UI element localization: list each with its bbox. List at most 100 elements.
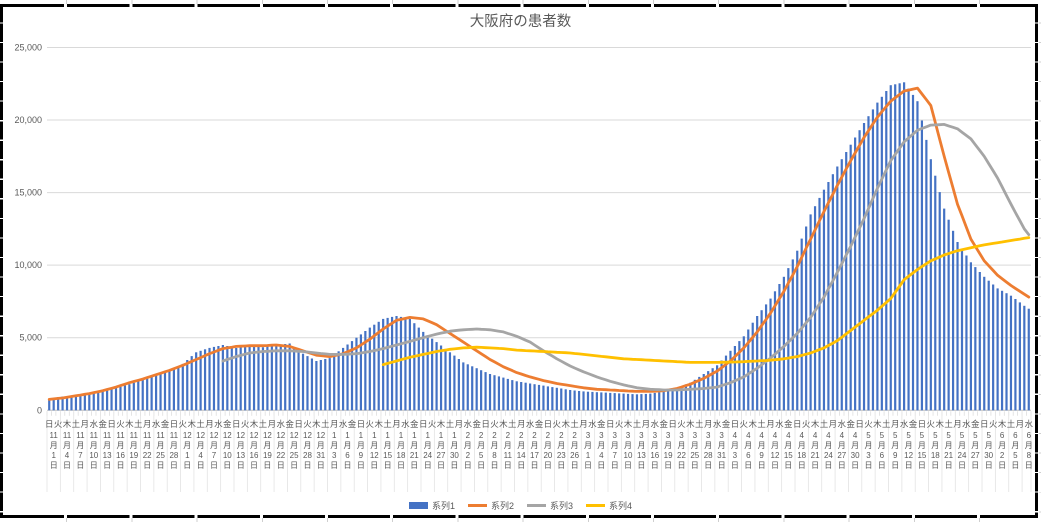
bar[interactable] [898,83,901,411]
bar[interactable] [689,382,692,411]
bar[interactable] [698,376,701,411]
bar[interactable] [275,345,278,411]
bar[interactable] [226,346,229,411]
bar[interactable] [609,392,612,411]
bar[interactable] [551,387,554,411]
bar[interactable] [413,323,416,411]
bar[interactable] [867,116,870,411]
series-line-4[interactable] [381,236,1031,366]
bar[interactable] [854,137,857,411]
bar[interactable] [417,327,420,411]
bar[interactable] [408,318,411,411]
bar[interactable] [827,182,830,411]
bar[interactable] [484,372,487,411]
legend-item-series2[interactable]: 系列2 [467,499,514,512]
bar[interactable] [555,387,558,411]
bar[interactable] [537,384,541,411]
bar[interactable] [773,291,777,411]
bar[interactable] [533,384,536,411]
bar[interactable] [756,316,759,411]
bar[interactable] [137,381,140,411]
bar[interactable] [524,382,527,411]
bar[interactable] [466,364,469,411]
bar[interactable] [1018,302,1021,411]
bar[interactable] [221,345,224,411]
bar[interactable] [573,390,576,411]
bar[interactable] [435,342,438,411]
bar[interactable] [974,267,977,411]
bar[interactable] [493,375,496,411]
bar[interactable] [693,379,696,411]
bar[interactable] [373,324,376,411]
bar[interactable] [395,316,398,411]
bar[interactable] [1023,305,1026,411]
bar[interactable] [515,381,518,411]
bar[interactable] [48,398,51,411]
bar[interactable] [502,377,505,411]
bar[interactable] [631,394,634,411]
bar[interactable] [65,396,69,411]
bar[interactable] [310,358,314,411]
bar[interactable] [123,385,127,411]
chart-legend[interactable]: 系列1 系列2 系列3 系列4 [0,499,1041,512]
bar[interactable] [805,226,808,411]
bar[interactable] [181,363,184,411]
bar[interactable] [368,327,371,411]
bar[interactable] [889,85,892,411]
bar[interactable] [849,144,852,411]
bar[interactable] [261,347,265,411]
bar[interactable] [119,386,122,411]
bar[interactable] [92,392,95,411]
bar[interactable] [203,349,207,411]
bar[interactable] [586,391,590,411]
bar[interactable] [684,384,688,411]
bar[interactable] [796,250,799,411]
bar[interactable] [831,174,834,411]
bar[interactable] [475,368,478,411]
bar[interactable] [146,378,149,411]
bar[interactable] [938,192,941,411]
bar[interactable] [733,346,737,411]
bar[interactable] [471,366,474,411]
bar[interactable] [546,386,549,411]
bar[interactable] [667,390,670,411]
bar[interactable] [168,371,171,411]
bar[interactable] [150,376,153,411]
bar[interactable] [159,374,162,411]
bar[interactable] [987,280,990,411]
bar[interactable] [764,304,768,411]
bar[interactable] [52,398,55,411]
bar[interactable] [110,388,113,411]
bar[interactable] [729,350,732,411]
bar[interactable] [560,388,563,411]
bar[interactable] [947,219,950,411]
bar[interactable] [577,391,581,411]
bar[interactable] [399,316,403,411]
bar[interactable] [787,268,790,411]
bar[interactable] [564,389,567,411]
bar[interactable] [800,238,803,411]
bar[interactable] [782,276,785,411]
bar[interactable] [965,255,968,411]
bar[interactable] [903,82,906,411]
bar[interactable] [1014,299,1017,411]
bar[interactable] [252,346,256,411]
bar[interactable] [341,347,345,411]
bar[interactable] [462,362,465,411]
bar[interactable] [106,389,109,411]
bar[interactable] [943,208,946,411]
bar[interactable] [649,393,652,411]
bar[interactable] [653,392,656,411]
bar[interactable] [301,353,305,411]
bar[interactable] [457,359,460,411]
bar[interactable] [894,84,897,411]
bar[interactable] [969,262,972,411]
bar[interactable] [284,344,287,411]
bar[interactable] [738,341,741,411]
bar[interactable] [377,321,380,411]
bar[interactable] [426,335,429,411]
bar[interactable] [404,317,407,411]
bar[interactable] [497,376,501,411]
bar[interactable] [600,392,603,411]
bar[interactable] [288,343,291,411]
